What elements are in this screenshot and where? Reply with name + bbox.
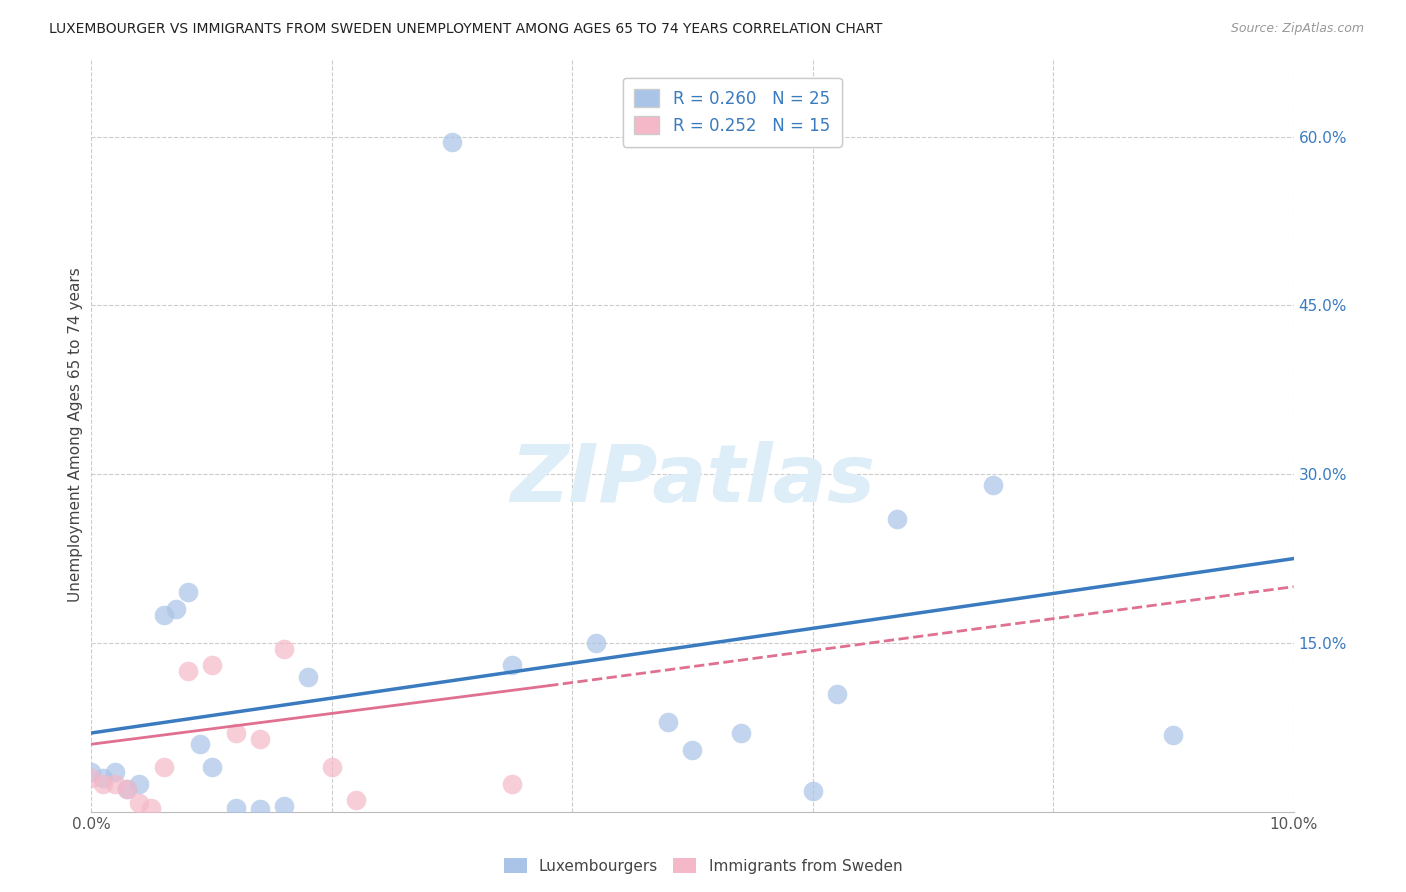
Point (188, 737, 211, 751)
Y-axis label: Unemployment Among Ages 65 to 74 years: Unemployment Among Ages 65 to 74 years (67, 268, 83, 602)
Point (104, 765, 127, 780)
Point (1161, 728, 1184, 742)
Point (128, 776, 150, 790)
Point (225, 801, 247, 815)
Point (117, 782, 139, 797)
Point (501, 658, 523, 673)
Point (440, 136, 463, 150)
Point (249, 731, 271, 746)
Point (128, 796, 150, 810)
Point (201, 658, 224, 673)
Point (104, 776, 127, 790)
Point (321, 760, 343, 774)
Point (152, 760, 174, 774)
Text: Source: ZipAtlas.com: Source: ZipAtlas.com (1230, 22, 1364, 36)
Point (681, 743, 703, 757)
Legend: Luxembourgers, Immigrants from Sweden: Luxembourgers, Immigrants from Sweden (498, 852, 908, 880)
Point (585, 636, 607, 650)
Point (501, 776, 523, 790)
Point (981, 478, 1004, 492)
Point (165, 602, 187, 616)
Text: ZIPatlas: ZIPatlas (510, 441, 875, 519)
Point (141, 801, 163, 815)
Point (176, 585, 198, 599)
Point (80, 771, 103, 785)
Point (657, 714, 679, 729)
Point (801, 784, 824, 798)
Point (176, 664, 198, 678)
Point (825, 687, 848, 701)
Point (344, 793, 367, 807)
Point (93, 771, 115, 785)
Point (93, 776, 115, 790)
Legend: R = 0.260   N = 25, R = 0.252   N = 15: R = 0.260 N = 25, R = 0.252 N = 15 (623, 78, 842, 146)
Point (273, 641, 295, 656)
Point (273, 799, 295, 814)
Point (201, 760, 224, 774)
Point (730, 726, 752, 740)
Point (249, 802, 271, 816)
Point (886, 512, 908, 526)
Text: LUXEMBOURGER VS IMMIGRANTS FROM SWEDEN UNEMPLOYMENT AMONG AGES 65 TO 74 YEARS CO: LUXEMBOURGER VS IMMIGRANTS FROM SWEDEN U… (49, 22, 883, 37)
Point (80, 765, 103, 780)
Point (117, 782, 139, 797)
Point (225, 726, 247, 740)
Point (297, 670, 319, 684)
Point (152, 607, 174, 622)
